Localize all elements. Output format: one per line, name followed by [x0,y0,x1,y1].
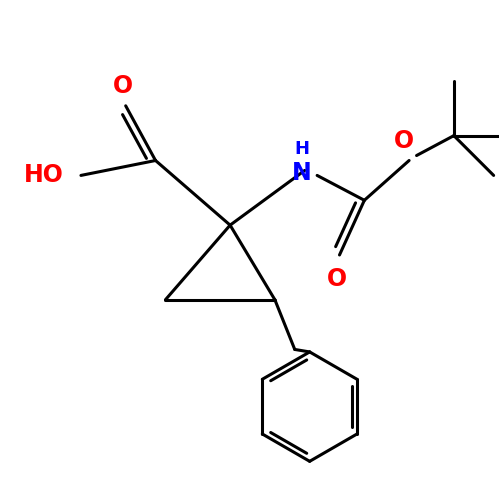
Text: N: N [292,161,312,185]
Text: HO: HO [24,164,64,188]
Text: H: H [294,140,310,158]
Text: O: O [327,268,347,291]
Text: O: O [394,129,414,153]
Text: O: O [113,74,134,98]
